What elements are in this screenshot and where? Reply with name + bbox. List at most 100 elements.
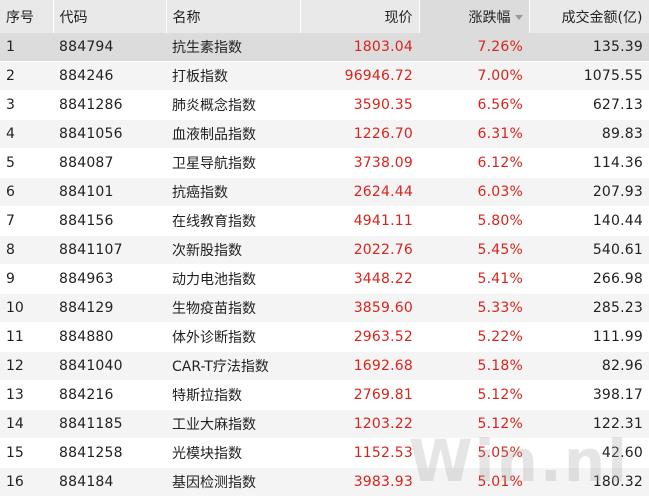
header-name[interactable]: 名称 (166, 0, 301, 33)
table-row[interactable]: 12 8841040 CAR-T疗法指数 1692.68 5.18% 82.96 (0, 351, 649, 381)
cell-code: 884794 (53, 33, 166, 62)
cell-change: 5.05% (419, 438, 529, 468)
cell-change: 6.31% (419, 119, 529, 149)
cell-turnover: 285.23 (529, 293, 649, 323)
cell-index: 9 (0, 264, 53, 294)
cell-turnover: 89.83 (529, 119, 649, 149)
cell-turnover: 114.36 (529, 148, 649, 178)
cell-name: 血液制品指数 (166, 119, 300, 149)
cell-code: 8841286 (53, 90, 166, 120)
cell-name: 卫星导航指数 (166, 148, 300, 178)
table-body: 1 884794 抗生素指数 1803.04 7.26% 135.39 2 884246 打板指… (0, 33, 649, 497)
cell-price: 3448.22 (300, 264, 419, 294)
header-index[interactable]: 序号 (0, 0, 54, 33)
cell-change: 5.22% (419, 322, 529, 352)
cell-name: 特斯拉指数 (166, 380, 300, 410)
cell-name: 次新股指数 (166, 235, 300, 265)
cell-code: 8841040 (53, 351, 166, 381)
table-row[interactable]: 6 884101 抗癌指数 2624.44 6.03% 207.93 (0, 177, 649, 207)
cell-name: 打板指数 (166, 61, 300, 91)
table-row[interactable]: 16 884184 基因检测指数 3983.93 5.01% 180.32 (0, 467, 649, 497)
cell-index: 16 (0, 467, 53, 497)
cell-code: 8841258 (53, 438, 166, 468)
cell-index: 11 (0, 322, 53, 352)
cell-index: 8 (0, 235, 53, 265)
cell-change: 5.12% (419, 409, 529, 439)
table-row[interactable]: 9 884963 动力电池指数 3448.22 5.41% 266.98 (0, 264, 649, 294)
cell-turnover: 42.60 (529, 438, 649, 468)
cell-price: 3983.93 (300, 467, 419, 497)
cell-change: 7.26% (419, 33, 529, 62)
table-row[interactable]: 3 8841286 肺炎概念指数 3590.35 6.56% 627.13 (0, 90, 649, 120)
cell-turnover: 180.32 (529, 467, 649, 497)
cell-index: 10 (0, 293, 53, 323)
cell-change: 5.80% (419, 206, 529, 236)
cell-index: 4 (0, 119, 53, 149)
header-price[interactable]: 现价 (300, 0, 420, 33)
cell-name: 肺炎概念指数 (166, 90, 300, 120)
header-turnover[interactable]: 成交金额(亿) (529, 0, 649, 33)
cell-change: 5.33% (419, 293, 529, 323)
cell-index: 15 (0, 438, 53, 468)
table-row[interactable]: 2 884246 打板指数 96946.72 7.00% 1075.55 (0, 61, 649, 91)
cell-index: 5 (0, 148, 53, 178)
cell-turnover: 207.93 (529, 177, 649, 207)
cell-code: 8841185 (53, 409, 166, 439)
cell-name: 生物疫苗指数 (166, 293, 300, 323)
table-row[interactable]: 14 8841185 工业大麻指数 1203.22 5.12% 122.31 (0, 409, 649, 439)
cell-price: 3859.60 (300, 293, 419, 323)
cell-turnover: 111.99 (529, 322, 649, 352)
header-row: 序号 代码 名称 现价 涨跌幅 成交金额(亿) (0, 0, 649, 33)
table-row[interactable]: 11 884880 体外诊断指数 2963.52 5.22% 111.99 (0, 322, 649, 352)
cell-code: 8841107 (53, 235, 166, 265)
cell-code: 884963 (53, 264, 166, 294)
cell-price: 96946.72 (300, 61, 419, 91)
cell-name: 抗生素指数 (166, 33, 300, 62)
cell-index: 12 (0, 351, 53, 381)
cell-price: 2022.76 (300, 235, 419, 265)
cell-code: 884880 (53, 322, 166, 352)
header-change-label: 涨跌幅 (468, 9, 511, 26)
cell-turnover: 266.98 (529, 264, 649, 294)
cell-change: 5.45% (419, 235, 529, 265)
table-row[interactable]: 4 8841056 血液制品指数 1226.70 6.31% 89.83 (0, 119, 649, 149)
cell-price: 1226.70 (300, 119, 419, 149)
cell-name: 工业大麻指数 (166, 409, 300, 439)
cell-price: 1692.68 (300, 351, 419, 381)
table-row[interactable]: 5 884087 卫星导航指数 3738.09 6.12% 114.36 (0, 148, 649, 178)
table-row[interactable]: 1 884794 抗生素指数 1803.04 7.26% 135.39 (0, 33, 649, 62)
cell-index: 2 (0, 61, 53, 91)
cell-code: 884216 (53, 380, 166, 410)
cell-index: 6 (0, 177, 53, 207)
cell-turnover: 540.61 (529, 235, 649, 265)
table-row[interactable]: 15 8841258 光模块指数 1152.53 5.05% 42.60 (0, 438, 649, 468)
cell-price: 1203.22 (300, 409, 419, 439)
table-row[interactable]: 7 884156 在线教育指数 4941.11 5.80% 140.44 (0, 206, 649, 236)
header-code[interactable]: 代码 (53, 0, 167, 33)
cell-change: 6.03% (419, 177, 529, 207)
cell-name: CAR-T疗法指数 (166, 351, 300, 381)
cell-price: 1803.04 (300, 33, 419, 62)
cell-name: 抗癌指数 (166, 177, 300, 207)
cell-price: 2963.52 (300, 322, 419, 352)
header-change[interactable]: 涨跌幅 (419, 0, 530, 33)
cell-code: 884156 (53, 206, 166, 236)
cell-turnover: 82.96 (529, 351, 649, 381)
cell-turnover: 122.31 (529, 409, 649, 439)
cell-code: 8841056 (53, 119, 166, 149)
cell-code: 884087 (53, 148, 166, 178)
cell-price: 2769.81 (300, 380, 419, 410)
cell-change: 5.41% (419, 264, 529, 294)
cell-index: 14 (0, 409, 53, 439)
cell-turnover: 627.13 (529, 90, 649, 120)
cell-name: 动力电池指数 (166, 264, 300, 294)
cell-code: 884184 (53, 467, 166, 497)
table-row[interactable]: 13 884216 特斯拉指数 2769.81 5.12% 398.17 (0, 380, 649, 410)
cell-turnover: 1075.55 (529, 61, 649, 91)
table-row[interactable]: 10 884129 生物疫苗指数 3859.60 5.33% 285.23 (0, 293, 649, 323)
cell-price: 3590.35 (300, 90, 419, 120)
cell-index: 13 (0, 380, 53, 410)
table-row[interactable]: 8 8841107 次新股指数 2022.76 5.45% 540.61 (0, 235, 649, 265)
cell-change: 5.12% (419, 380, 529, 410)
